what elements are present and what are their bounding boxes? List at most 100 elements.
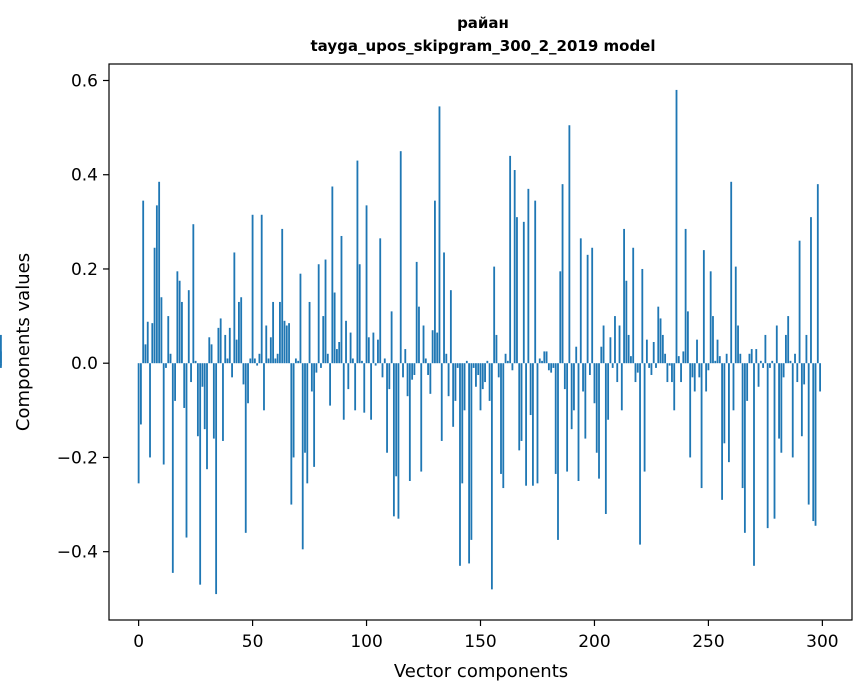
bar-46: [242, 363, 245, 385]
bar-122: [415, 261, 418, 364]
bar-121: [413, 363, 416, 375]
bar-16: [174, 363, 176, 401]
bar-15: [171, 363, 174, 573]
bar-151: [481, 363, 484, 390]
bar-130: [434, 200, 436, 364]
bar-256: [721, 363, 723, 500]
bar-163: [509, 155, 512, 364]
bar-32: [210, 344, 213, 364]
bar-64: [283, 320, 286, 364]
bar-251: [709, 271, 712, 364]
bar-78: [315, 363, 318, 373]
bar-65: [285, 325, 288, 364]
bar-150: [479, 363, 482, 411]
bar-194: [579, 238, 582, 364]
bar-282: [780, 363, 783, 453]
bar-200: [593, 363, 596, 404]
bar-286: [789, 360, 792, 364]
bar-155: [490, 363, 493, 590]
bars-group: [0, 89, 821, 595]
bar-38: [224, 334, 227, 364]
bar-249: [705, 363, 708, 392]
bar-42: [233, 252, 236, 364]
bar-265: [741, 363, 744, 489]
bar-53: [258, 353, 261, 364]
bar-54: [260, 214, 263, 364]
bar-86: [333, 292, 336, 364]
bar-14: [169, 353, 172, 364]
bar-111: [390, 311, 393, 364]
bar-285: [787, 316, 790, 364]
bar-110: [388, 363, 391, 390]
bar-257: [723, 363, 726, 444]
bar-204: [602, 325, 605, 364]
y-tick-label: −0.4: [57, 543, 98, 563]
bar-36: [219, 318, 222, 364]
bar-97: [358, 264, 361, 364]
bar-203: [600, 346, 603, 364]
bar-138: [452, 363, 455, 427]
bar-211: [618, 325, 621, 364]
bar-188: [566, 363, 569, 472]
bar-229: [659, 318, 662, 364]
bar-102: [370, 363, 373, 420]
bar-190: [570, 363, 573, 430]
bar-96: [356, 160, 359, 364]
bar-140: [456, 363, 459, 368]
bar-202: [598, 363, 600, 479]
bar-157: [495, 334, 498, 364]
bar-166: [516, 217, 518, 364]
bar-104: [374, 363, 377, 366]
bar-263: [737, 325, 739, 364]
bar-33: [212, 363, 215, 439]
bar-113: [395, 363, 398, 477]
bar-298: [816, 184, 819, 364]
bar-43: [235, 339, 238, 364]
bar-37: [222, 363, 224, 441]
bar-221: [641, 268, 644, 364]
x-axis-ticks: 0 50 100 150 200 250 300: [133, 620, 839, 652]
bar-95: [354, 363, 357, 411]
bar-3: [144, 344, 147, 364]
bar-77: [313, 363, 316, 467]
bar-250: [707, 363, 710, 371]
bar-269: [750, 349, 753, 364]
bar-234: [671, 363, 673, 383]
bar-218: [634, 363, 637, 383]
bar-20: [183, 363, 186, 408]
bar-80: [320, 363, 322, 368]
bar-214: [625, 280, 628, 364]
bar-27: [199, 363, 202, 585]
bar-66: [288, 323, 290, 364]
plot-frame: [108, 63, 853, 621]
chart-title: райан: [457, 14, 509, 32]
bar-189: [568, 125, 571, 364]
bar-70: [297, 360, 300, 364]
bar-266: [743, 363, 746, 533]
bar-25: [194, 360, 197, 364]
bar-186: [561, 184, 564, 364]
bar-135: [445, 353, 448, 364]
bar-48: [247, 363, 249, 404]
bar-156: [493, 266, 496, 364]
bar-146: [470, 363, 473, 540]
x-tick-label: 100: [350, 632, 382, 652]
bar-68: [292, 363, 295, 458]
bar-129: [431, 330, 434, 364]
bar-237: [677, 356, 680, 364]
bar-9: [158, 181, 161, 364]
bar-273: [759, 360, 762, 364]
bar-169: [522, 221, 525, 364]
bar-87: [336, 349, 338, 364]
bar-289: [796, 363, 799, 383]
bar-210: [616, 363, 619, 383]
bar-227: [655, 363, 657, 368]
bar-158: [497, 363, 500, 378]
bar-171: [527, 188, 530, 364]
bar-238: [680, 363, 682, 383]
bar-232: [666, 363, 669, 383]
bar-128: [429, 363, 432, 394]
bar-31: [208, 337, 211, 364]
bar-206: [607, 363, 610, 420]
bar-254: [716, 339, 719, 364]
